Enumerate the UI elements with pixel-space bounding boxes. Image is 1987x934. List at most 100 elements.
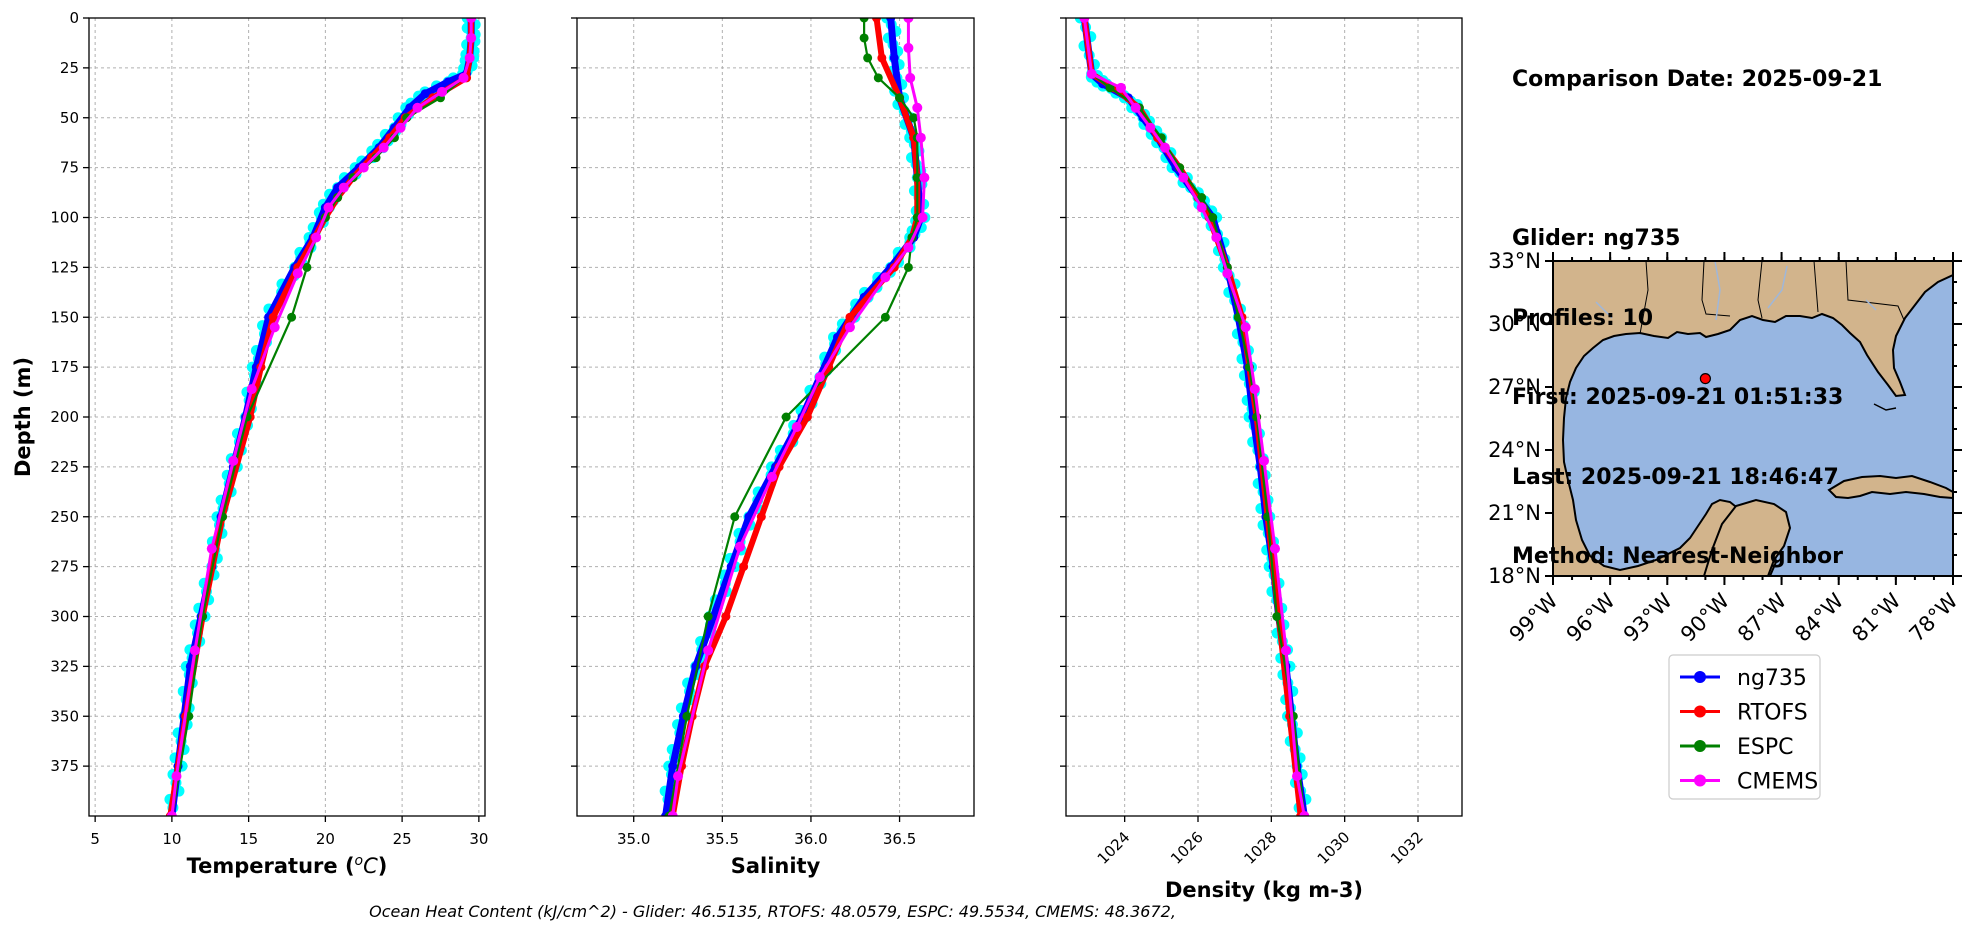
cmems-point: [905, 72, 916, 83]
temperature-panel: 0 25 50 75 100 125 150 175 200 225 250 275 300 325 350…: [50, 9, 488, 878]
y-tick-label: 225: [50, 458, 79, 476]
cmems-point: [912, 102, 923, 113]
cmems-point: [766, 471, 777, 482]
profile-count: Profiles: 10: [1512, 305, 1654, 331]
espc-point: [730, 512, 740, 522]
cmems-point: [1222, 268, 1233, 279]
x-tick-label: 20: [316, 830, 335, 848]
y-tick-label: 150: [50, 308, 79, 326]
plot-frame: [576, 17, 975, 817]
x-tick-label: 1028: [1240, 828, 1280, 868]
cmems-point: [667, 811, 678, 816]
cmems-point: [311, 232, 322, 243]
x-tick-label: 36.5: [883, 830, 916, 848]
y-tick-label: 75: [60, 159, 79, 177]
ohc-footer: Ocean Heat Content (kJ/cm^2) - Glider: 4…: [369, 902, 1176, 921]
y-tick-label: 200: [50, 408, 79, 426]
y-tick-label: 350: [50, 707, 79, 725]
espc-point: [859, 18, 869, 23]
map-land-yucatan: [1702, 498, 1792, 576]
legend-label: RTOFS: [1737, 701, 1808, 726]
espc-point: [909, 113, 919, 123]
cmems-point: [1259, 455, 1269, 466]
cmems-point: [395, 122, 406, 133]
cmems-point: [1249, 384, 1260, 395]
espc-point: [371, 153, 381, 163]
cmems-point: [844, 322, 855, 333]
first-time: First: 2025-09-21 01:51:33: [1512, 385, 1844, 410]
cmems-point: [1299, 811, 1310, 816]
info-spacer: [1512, 147, 1882, 174]
map-lat-label: 18°N: [1488, 564, 1541, 588]
cmems-point: [458, 72, 469, 83]
x-axis-label: Density (kg m-3): [1165, 878, 1363, 902]
cmems-point: [1160, 142, 1170, 153]
y-tick-label: 375: [50, 757, 79, 775]
espc-point: [863, 53, 873, 63]
salinity-panel: 35.0 35.5 36.0 36.5 Salinity: [571, 17, 975, 878]
espc-point: [1197, 193, 1207, 203]
map-lat-label: 27°N: [1488, 375, 1541, 399]
cmems-point: [1240, 322, 1251, 333]
cmems-point: [323, 202, 334, 213]
espc-point: [903, 262, 913, 272]
cmems-point: [814, 372, 825, 383]
plot-frame: [88, 17, 486, 817]
cmems-point: [1145, 122, 1156, 133]
y-tick-label: 125: [50, 258, 79, 276]
y-tick-label: 175: [50, 358, 79, 376]
rtofs-point: [739, 562, 749, 572]
method: Method: Nearest-Neighbor: [1512, 544, 1843, 569]
y-tick-label: 0: [69, 9, 79, 27]
cmems-point: [919, 172, 930, 183]
x-tick-label: 1024: [1094, 828, 1134, 868]
cmems-point: [378, 142, 389, 153]
y-tick-label: 250: [50, 508, 79, 526]
map-land-florida-keys: [1873, 403, 1897, 411]
cmems-point: [466, 18, 477, 23]
x-tick-label: 1032: [1387, 828, 1427, 868]
x-axis-label-close: ): [378, 854, 388, 878]
cmems-point: [412, 102, 423, 113]
gulf-map: 33°N 30°N 27°N 24°N 21°N 18°N99°W 96°W 93°W 90°W…: [1488, 249, 1963, 647]
cmems-point: [1292, 771, 1302, 782]
cmems-point: [464, 52, 475, 63]
rtofs-point: [268, 312, 278, 322]
cmems-point: [1130, 102, 1141, 113]
cmems-point: [915, 132, 926, 143]
cmems-point: [917, 212, 928, 223]
rtofs-point: [721, 612, 731, 621]
map-lat-label: 21°N: [1488, 501, 1541, 525]
map-lon-label: 84°W: [1790, 588, 1848, 646]
espc-point: [287, 312, 297, 322]
map-land-cuba: [1827, 474, 1953, 500]
y-tick-label: 300: [50, 608, 79, 626]
cmems-point: [437, 86, 448, 97]
cmems-point: [292, 268, 303, 279]
map-lon-label: 78°W: [1905, 588, 1963, 646]
legend-label: CMEMS: [1737, 770, 1818, 795]
legend-marker: [1694, 774, 1706, 787]
x-tick-label: 30: [469, 830, 488, 848]
rtofs-point: [756, 512, 766, 522]
cmems-point: [1211, 232, 1222, 243]
x-axis-label-unit: C: [363, 854, 378, 878]
espc-point: [912, 173, 922, 183]
comparison-date: Comparison Date: 2025-09-21: [1512, 67, 1883, 92]
espc-line: [1083, 18, 1306, 816]
cmems-point: [903, 18, 914, 23]
cmems-point: [269, 322, 280, 333]
cmems-point: [1079, 18, 1090, 23]
espc-point: [895, 93, 905, 103]
y-tick-label: 50: [60, 109, 79, 127]
legend-marker: [1694, 705, 1706, 718]
cmems-point: [791, 421, 802, 432]
espc-point: [873, 73, 883, 83]
x-tick-label: 36.0: [794, 830, 827, 848]
espc-point: [880, 312, 890, 322]
map-lat-label: 30°N: [1488, 312, 1541, 336]
cmems-point: [1196, 202, 1207, 213]
y-tick-label: 100: [50, 209, 79, 227]
cmems-point: [673, 771, 684, 782]
